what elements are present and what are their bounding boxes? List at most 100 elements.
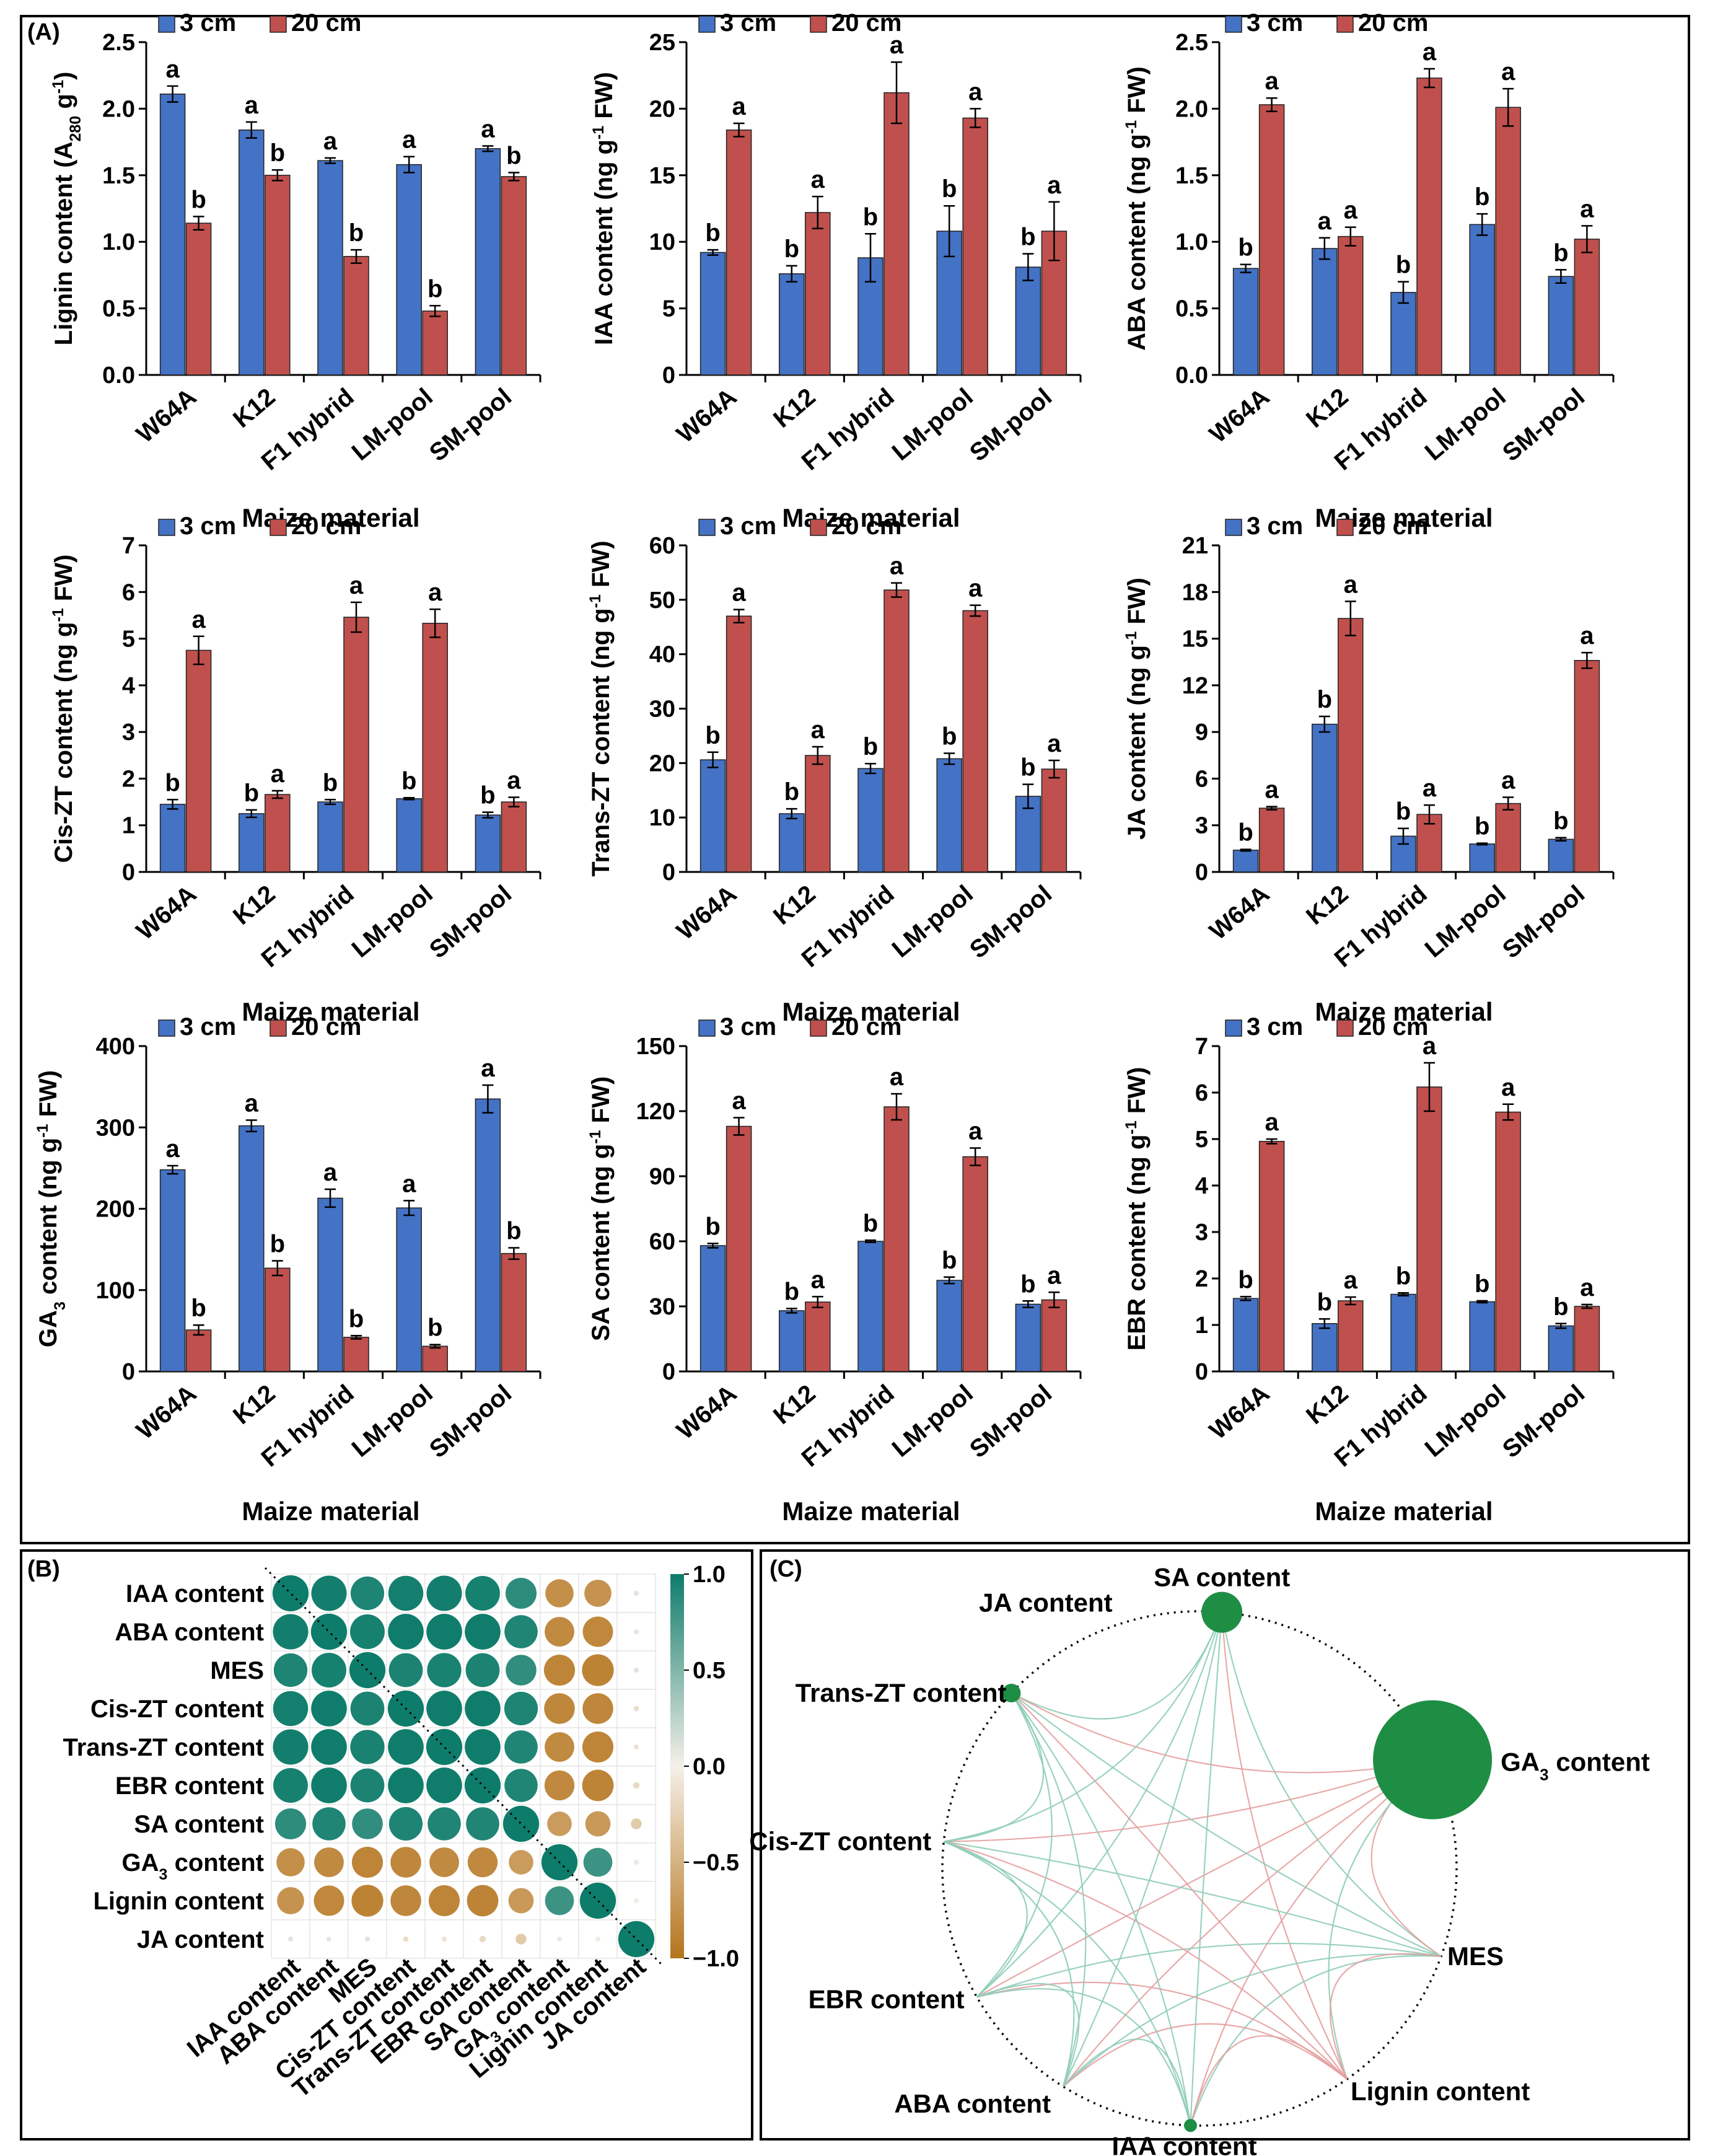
- correlation-dot: [351, 1846, 384, 1878]
- significance-letter: b: [705, 1213, 720, 1241]
- significance-letter: b: [1238, 234, 1253, 262]
- network-edge: [976, 1692, 1053, 1998]
- network-edge: [1011, 1612, 1223, 1720]
- correlation-dot: [466, 1807, 499, 1841]
- y-tick-label: 30: [649, 697, 675, 723]
- row-label: MES: [210, 1657, 264, 1684]
- bar-20cm: [884, 589, 910, 873]
- network-edge: [1011, 1692, 1348, 2080]
- bar-20cm: [726, 1125, 752, 1372]
- significance-letter: a: [811, 716, 825, 744]
- bar-20cm: [1495, 1111, 1521, 1372]
- network-edge: [976, 1612, 1223, 1998]
- y-tick-label: 0: [1195, 860, 1208, 886]
- bar-20cm: [1338, 235, 1364, 376]
- correlation-dot: [311, 1767, 347, 1803]
- x-axis-label: Maize material: [1315, 1497, 1493, 1526]
- y-tick-label: 400: [96, 1034, 135, 1060]
- bar-20cm: [185, 222, 212, 376]
- significance-letter: a: [890, 1063, 904, 1091]
- correlation-dot: [467, 1847, 498, 1878]
- node-label: ABA content: [894, 2089, 1051, 2118]
- bar-20cm: [1258, 104, 1285, 376]
- heatmap-cell: [616, 1573, 656, 1613]
- correlation-dot: [465, 1614, 501, 1650]
- bar-20cm: [185, 649, 212, 873]
- node-label: GA3 content: [1501, 1748, 1650, 1784]
- node-label: Lignin content: [1351, 2077, 1530, 2106]
- y-tick-label: 1.5: [1175, 163, 1208, 189]
- correlation-dot: [464, 1767, 501, 1804]
- network-edge: [1190, 2035, 1348, 2126]
- x-axis-label: Maize material: [782, 1497, 960, 1526]
- correlation-dot: [310, 1613, 348, 1650]
- correlation-dot: [428, 1807, 461, 1841]
- bar-20cm: [501, 1252, 527, 1372]
- significance-letter: b: [165, 769, 180, 796]
- correlation-dot: [584, 1580, 612, 1607]
- y-tick-label: 6: [1195, 1080, 1208, 1106]
- correlation-dot: [634, 1629, 639, 1634]
- bar-3cm: [1232, 850, 1259, 873]
- y-tick-label: 50: [649, 587, 675, 614]
- network-edge: [976, 1988, 1191, 2126]
- bar-3cm: [159, 94, 186, 376]
- node-label: EBR content: [809, 1985, 965, 2014]
- correlation-dot: [426, 1614, 462, 1650]
- correlation-dot: [544, 1770, 575, 1801]
- correlation-dot: [403, 1936, 409, 1942]
- significance-letter: b: [1020, 224, 1035, 251]
- y-tick-label: 7: [122, 533, 135, 559]
- significance-letter: a: [1501, 58, 1515, 86]
- y-tick-label: 7: [1195, 1034, 1208, 1060]
- y-tick-label: 3: [1195, 1220, 1208, 1246]
- y-tick-label: 2.5: [102, 30, 135, 56]
- significance-letter: a: [811, 166, 825, 193]
- bar-3cm: [936, 758, 962, 873]
- y-tick-label: 18: [1182, 579, 1208, 605]
- significance-letter: a: [1265, 1109, 1279, 1136]
- bar-20cm: [962, 117, 988, 376]
- correlation-dot: [479, 1935, 486, 1943]
- correlation-dot: [442, 1937, 447, 1942]
- legend-swatch: [810, 519, 827, 536]
- colorbar-tick-label: −1.0: [693, 1946, 739, 1972]
- correlation-dot: [515, 1934, 527, 1945]
- diagonal-line: [264, 1567, 663, 1966]
- correlation-dot: [273, 1653, 308, 1687]
- bar-20cm: [1258, 807, 1285, 873]
- network-edge: [976, 1759, 1433, 1998]
- row-label: GA3 content: [122, 1849, 264, 1883]
- significance-letter: b: [191, 186, 206, 213]
- bar-3cm: [699, 759, 726, 873]
- bar-3cm: [699, 252, 726, 376]
- significance-letter: b: [705, 722, 720, 749]
- significance-letter: b: [942, 1247, 957, 1274]
- significance-letter: b: [480, 782, 495, 809]
- y-tick-label: 12: [1182, 673, 1208, 699]
- bar-3cm: [1232, 1298, 1259, 1372]
- legend-swatch: [1336, 1019, 1354, 1037]
- bar-3cm: [1390, 1293, 1416, 1372]
- bar-20cm: [185, 1329, 212, 1372]
- correlation-dot: [426, 1575, 462, 1611]
- bar-3cm: [475, 814, 501, 873]
- y-axis-label: EBR content (ng g-1 FW): [1123, 1067, 1151, 1351]
- panel-label-c: (C): [770, 1556, 802, 1582]
- correlation-dot: [276, 1848, 305, 1877]
- significance-letter: a: [1423, 1032, 1437, 1060]
- bar-20cm: [884, 92, 910, 376]
- correlation-dot: [618, 1921, 655, 1958]
- node-label: Trans-ZT content: [796, 1678, 1007, 1707]
- bar-20cm: [1041, 768, 1068, 873]
- significance-letter: a: [507, 767, 521, 794]
- legend-swatch: [810, 15, 827, 33]
- correlation-dot: [273, 1614, 309, 1650]
- legend-swatch: [158, 1019, 175, 1037]
- y-tick-label: 0: [122, 1359, 135, 1385]
- significance-letter: a: [1047, 172, 1061, 199]
- bar-20cm: [422, 622, 448, 873]
- y-tick-label: 6: [1195, 766, 1208, 792]
- significance-letter: a: [1423, 775, 1437, 802]
- correlation-dot: [350, 1691, 385, 1726]
